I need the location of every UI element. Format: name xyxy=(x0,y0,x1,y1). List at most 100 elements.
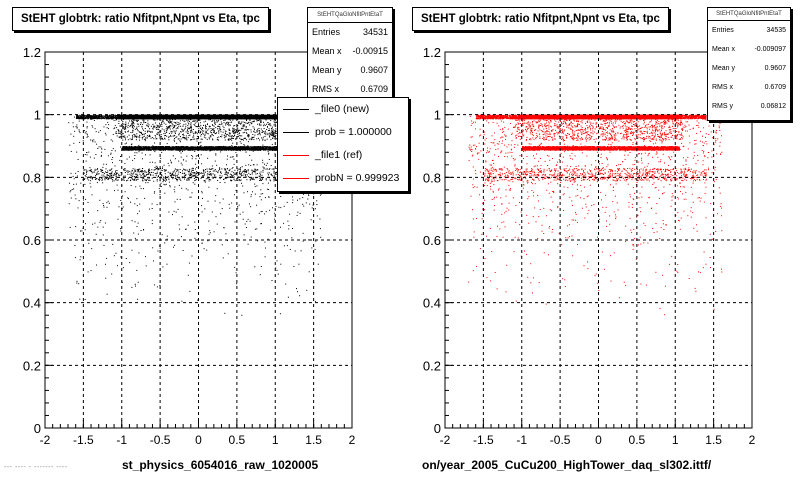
data-point xyxy=(153,149,154,151)
data-point xyxy=(243,148,245,150)
data-point xyxy=(234,148,236,150)
data-point xyxy=(268,147,269,149)
data-point xyxy=(87,117,89,119)
data-point xyxy=(269,149,271,151)
data-point xyxy=(112,118,114,120)
data-point xyxy=(224,148,226,150)
data-point xyxy=(235,149,237,151)
data-point xyxy=(123,149,125,151)
data-point xyxy=(181,147,183,149)
data-point xyxy=(87,115,89,117)
data-point xyxy=(214,147,216,149)
data-point xyxy=(121,146,123,148)
data-point xyxy=(171,147,173,149)
data-point xyxy=(221,146,223,148)
data-point xyxy=(276,148,278,150)
data-point xyxy=(77,116,79,117)
data-point xyxy=(89,115,91,117)
data-point xyxy=(82,114,83,116)
data-point xyxy=(90,115,92,116)
data-point xyxy=(250,146,252,148)
data-point xyxy=(214,146,216,148)
data-point xyxy=(122,147,124,149)
data-point xyxy=(237,146,239,148)
data-point xyxy=(94,117,95,119)
data-point xyxy=(105,115,107,117)
data-point xyxy=(157,146,159,148)
data-point xyxy=(101,117,103,119)
data-point xyxy=(250,149,252,150)
data-point xyxy=(226,149,227,150)
data-point xyxy=(262,147,264,149)
data-point xyxy=(199,149,201,151)
data-point xyxy=(229,146,231,148)
data-point xyxy=(186,148,188,150)
data-point xyxy=(164,148,166,150)
data-point xyxy=(200,148,202,150)
data-point xyxy=(96,115,98,117)
data-point xyxy=(149,148,151,150)
data-point xyxy=(159,146,161,148)
data-point xyxy=(174,146,176,148)
data-point xyxy=(166,147,168,148)
data-point xyxy=(110,115,112,117)
data-point xyxy=(127,146,129,148)
data-point xyxy=(188,149,190,151)
data-point xyxy=(215,146,217,148)
data-point xyxy=(223,147,225,149)
data-point xyxy=(225,147,227,149)
data-point xyxy=(113,116,115,118)
data-point xyxy=(100,115,102,117)
data-point xyxy=(85,117,87,119)
data-point xyxy=(104,115,106,117)
data-point xyxy=(128,147,130,149)
data-point xyxy=(271,148,273,150)
data-point xyxy=(170,147,171,148)
data-point xyxy=(114,117,116,119)
data-point xyxy=(218,146,220,148)
data-point xyxy=(215,147,216,148)
data-point xyxy=(93,115,95,117)
data-point xyxy=(91,116,93,118)
data-point xyxy=(155,146,157,147)
data-point xyxy=(188,146,190,148)
data-point xyxy=(80,116,82,118)
data-point xyxy=(112,116,114,118)
data-point xyxy=(258,148,260,150)
data-point xyxy=(206,147,208,148)
data-point xyxy=(183,147,185,149)
data-point xyxy=(181,149,183,151)
scatter-points xyxy=(68,114,322,316)
data-point xyxy=(209,146,211,148)
data-point xyxy=(79,114,81,116)
data-point xyxy=(237,149,239,151)
data-point xyxy=(75,117,77,119)
data-point xyxy=(247,148,249,149)
data-point xyxy=(260,148,262,149)
data-point xyxy=(88,117,90,119)
data-point xyxy=(98,115,100,117)
data-point xyxy=(191,148,193,150)
data-point xyxy=(273,149,275,151)
data-point xyxy=(219,146,220,148)
data-point xyxy=(252,148,254,150)
data-point xyxy=(76,117,78,119)
data-point xyxy=(223,147,224,149)
data-point xyxy=(187,147,189,149)
data-point xyxy=(109,115,111,117)
data-point xyxy=(198,146,200,148)
data-point xyxy=(147,146,149,148)
data-point xyxy=(181,149,182,151)
data-point xyxy=(86,114,88,116)
data-point xyxy=(145,149,147,151)
data-point xyxy=(110,118,112,120)
data-point xyxy=(110,116,112,118)
data-point xyxy=(88,115,90,116)
data-point xyxy=(175,146,177,148)
data-point xyxy=(153,146,155,148)
data-point xyxy=(126,146,127,148)
data-point xyxy=(80,116,82,117)
data-point xyxy=(128,147,130,149)
data-point xyxy=(95,114,97,116)
data-point xyxy=(116,115,117,117)
